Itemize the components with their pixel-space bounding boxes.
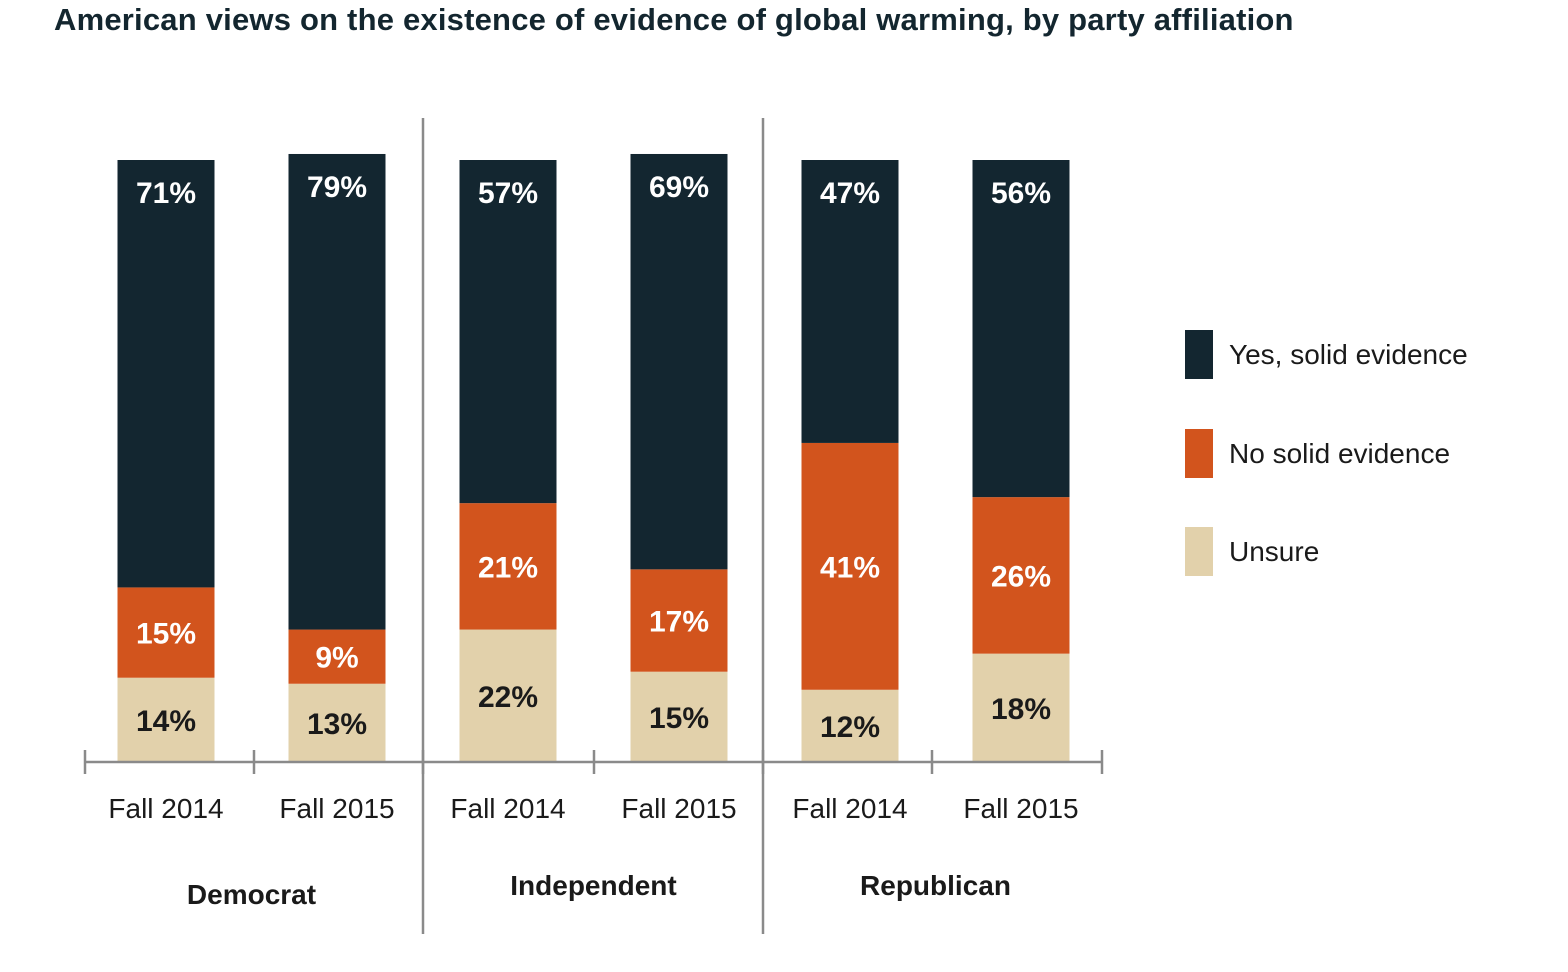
x-tick-label: Fall 2015 xyxy=(279,793,394,824)
data-label-no-solid-evidence: 21% xyxy=(478,551,538,584)
data-label-unsure: 14% xyxy=(136,705,196,738)
bar-segment-unsure xyxy=(972,653,1070,762)
bar-segment-yes-solid-evidence xyxy=(459,160,557,504)
group-label-republican: Republican xyxy=(860,870,1011,901)
bar-segment-yes-solid-evidence xyxy=(801,160,899,443)
data-label-no-solid-evidence: 15% xyxy=(136,618,196,651)
data-label-no-solid-evidence: 9% xyxy=(315,642,358,675)
chart-title: American views on the existence of evide… xyxy=(54,2,1294,37)
x-tick-label: Fall 2014 xyxy=(450,793,565,824)
x-tick-label: Fall 2014 xyxy=(108,793,223,824)
x-tick-label: Fall 2015 xyxy=(963,793,1078,824)
data-label-yes-solid-evidence: 47% xyxy=(820,177,880,210)
legend-swatch-unsure xyxy=(1185,527,1213,576)
data-label-yes-solid-evidence: 69% xyxy=(649,171,709,204)
bar-segment-yes-solid-evidence xyxy=(117,160,215,588)
legend-label-no-solid-evidence: No solid evidence xyxy=(1229,438,1450,469)
data-label-unsure: 22% xyxy=(478,681,538,714)
bar-segment-no-solid-evidence xyxy=(630,569,728,672)
data-label-yes-solid-evidence: 71% xyxy=(136,177,196,210)
x-tick-label: Fall 2015 xyxy=(621,793,736,824)
data-label-unsure: 13% xyxy=(307,708,367,741)
group-label-democrat: Democrat xyxy=(187,879,316,910)
legend-label-yes-solid-evidence: Yes, solid evidence xyxy=(1229,339,1468,370)
bar-segment-no-solid-evidence xyxy=(972,497,1070,654)
group-label-independent: Independent xyxy=(510,870,676,901)
bar-segment-no-solid-evidence xyxy=(288,629,386,684)
data-label-unsure: 18% xyxy=(991,693,1051,726)
data-label-no-solid-evidence: 17% xyxy=(649,606,709,639)
bar-segment-unsure xyxy=(459,629,557,762)
x-tick-label: Fall 2014 xyxy=(792,793,907,824)
legend-label-unsure: Unsure xyxy=(1229,536,1319,567)
data-label-no-solid-evidence: 41% xyxy=(820,551,880,584)
bar-segment-no-solid-evidence xyxy=(117,587,215,678)
legend-swatch-no-solid-evidence xyxy=(1185,429,1213,478)
bar-segment-unsure xyxy=(801,689,899,762)
legend-swatch-yes-solid-evidence xyxy=(1185,330,1213,379)
bar-segment-unsure xyxy=(117,677,215,762)
bar-segment-unsure xyxy=(630,671,728,762)
data-label-yes-solid-evidence: 56% xyxy=(991,177,1051,210)
data-label-no-solid-evidence: 26% xyxy=(991,560,1051,593)
bar-segment-yes-solid-evidence xyxy=(630,153,728,570)
data-label-yes-solid-evidence: 57% xyxy=(478,177,538,210)
bar-segment-no-solid-evidence xyxy=(801,442,899,690)
data-label-yes-solid-evidence: 79% xyxy=(307,171,367,204)
bar-segment-no-solid-evidence xyxy=(459,503,557,630)
bar-segment-yes-solid-evidence xyxy=(288,153,386,630)
bar-segment-unsure xyxy=(288,683,386,762)
data-label-unsure: 15% xyxy=(649,702,709,735)
data-label-unsure: 12% xyxy=(820,711,880,744)
bar-segment-yes-solid-evidence xyxy=(972,160,1070,498)
